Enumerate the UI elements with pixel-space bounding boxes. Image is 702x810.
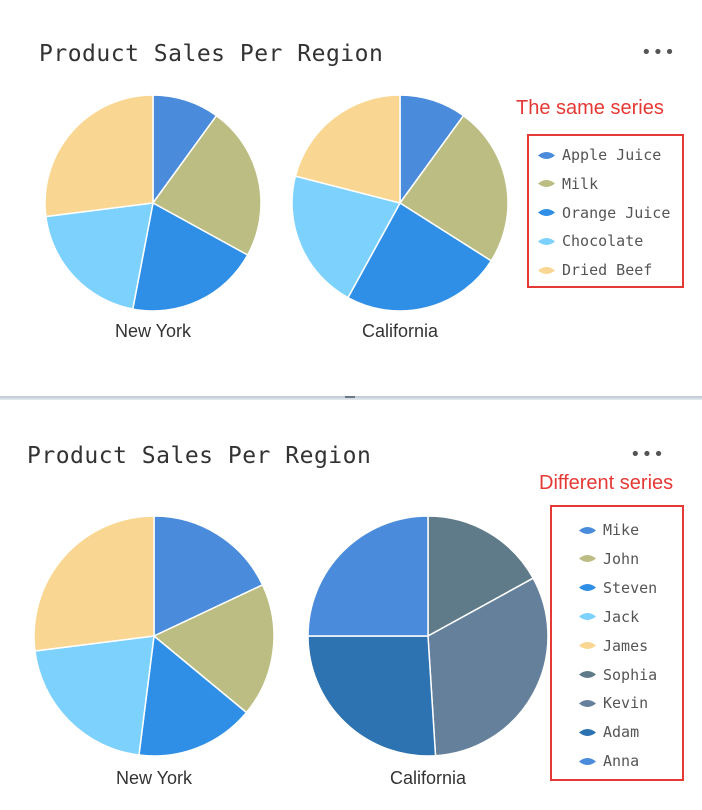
pie-charts: New York California bbox=[33, 515, 549, 788]
legend-item-dried-beef[interactable]: Dried Beef bbox=[538, 261, 652, 279]
pie-slice-new-york-jack[interactable] bbox=[34, 635, 155, 756]
pie-charts: New York California bbox=[44, 94, 509, 341]
legend-label: Kevin bbox=[603, 694, 649, 713]
pie-slice-new-york-john[interactable] bbox=[152, 583, 275, 714]
legend-item-mike[interactable]: Mike bbox=[579, 521, 639, 539]
pie-slice-california-sophia[interactable] bbox=[427, 515, 535, 638]
legend-label: Sophia bbox=[603, 665, 658, 684]
legend-label: Mike bbox=[603, 521, 640, 539]
legend-item-steven[interactable]: Steven bbox=[579, 579, 657, 597]
annotation-label: The same series bbox=[516, 97, 664, 119]
more-options-icon[interactable]: ••• bbox=[641, 42, 676, 63]
pie-label-new-york: New York bbox=[116, 768, 193, 788]
legend-marker-icon bbox=[538, 266, 555, 275]
pie-slice-new-york-mike[interactable] bbox=[153, 515, 264, 638]
legend-marker-icon bbox=[538, 237, 555, 246]
pie-slice-new-york-dried-beef[interactable] bbox=[44, 94, 154, 218]
legend-item-anna[interactable]: Anna bbox=[579, 752, 639, 770]
chart-title: Product Sales Per Region bbox=[27, 443, 372, 469]
pie-slice-california-adam[interactable] bbox=[307, 635, 437, 757]
legend-item-orange-juice[interactable]: Orange Juice bbox=[538, 204, 670, 222]
chart-title: Product Sales Per Region bbox=[39, 41, 384, 67]
legend-label: Dried Beef bbox=[562, 261, 653, 280]
pie-slice-california-milk[interactable] bbox=[398, 114, 509, 262]
legend-marker-icon bbox=[579, 670, 596, 679]
legend-marker-icon bbox=[579, 757, 596, 766]
legend-item-adam[interactable]: Adam bbox=[579, 723, 639, 741]
pie-slice-new-york-steven[interactable] bbox=[138, 634, 248, 757]
legend-marker-icon bbox=[579, 699, 596, 708]
legend-item-apple-juice[interactable]: Apple Juice bbox=[538, 146, 661, 164]
legend-item-chocolate[interactable]: Chocolate bbox=[538, 232, 643, 250]
legend-label: Orange Juice bbox=[562, 203, 671, 222]
legend-item-jack[interactable]: Jack bbox=[579, 608, 639, 626]
legend-item-milk[interactable]: Milk bbox=[538, 175, 598, 193]
pie-slice-new-york-orange-juice[interactable] bbox=[131, 201, 249, 312]
divider-handle-icon bbox=[345, 396, 355, 398]
legend-marker-icon bbox=[579, 641, 596, 650]
more-options-icon[interactable]: ••• bbox=[630, 444, 665, 465]
pie-slice-new-york-james[interactable] bbox=[33, 515, 155, 652]
legend-label: Milk bbox=[562, 174, 599, 193]
pie-label-california: California bbox=[390, 768, 467, 788]
legend-item-james[interactable]: James bbox=[579, 637, 648, 655]
pie-slice-california-dried-beef[interactable] bbox=[294, 94, 401, 204]
legend-label: Chocolate bbox=[562, 232, 644, 251]
pie-slice-california-orange-juice[interactable] bbox=[346, 201, 493, 312]
legend-marker-icon bbox=[538, 208, 555, 217]
legend-label: James bbox=[603, 636, 649, 655]
legend-label: John bbox=[603, 549, 640, 568]
legend-label: Steven bbox=[603, 578, 658, 597]
legend-marker-icon bbox=[579, 728, 596, 737]
panel-divider bbox=[0, 396, 702, 400]
legend-marker-icon bbox=[579, 554, 596, 563]
chart-panel-same-series: Product Sales Per Region ••• New York Cal… bbox=[0, 0, 702, 396]
legend-marker-icon bbox=[579, 583, 596, 592]
pie-label-california: California bbox=[362, 321, 439, 341]
legend-marker-icon bbox=[538, 151, 555, 160]
pie-slice-new-york-milk[interactable] bbox=[151, 114, 262, 257]
annotation-label: Different series bbox=[539, 472, 674, 494]
legend: Apple Juice Milk Orange Juice Chocolate Drie… bbox=[527, 134, 684, 288]
legend-item-john[interactable]: John bbox=[579, 550, 639, 568]
legend-label: Jack bbox=[603, 607, 640, 626]
legend-item-kevin[interactable]: Kevin bbox=[579, 694, 648, 712]
legend-item-sophia[interactable]: Sophia bbox=[579, 666, 657, 684]
legend-marker-icon bbox=[579, 612, 596, 621]
legend-marker-icon bbox=[579, 526, 596, 535]
chart-panel-different-series: Product Sales Per Region ••• New York Cal… bbox=[0, 400, 702, 810]
pie-label-new-york: New York bbox=[115, 321, 192, 341]
legend-label: Apple Juice bbox=[562, 146, 662, 164]
pie-slice-new-york-chocolate[interactable] bbox=[45, 202, 154, 310]
legend-label: Anna bbox=[603, 752, 640, 771]
pie-slice-california-anna[interactable] bbox=[307, 515, 429, 637]
legend-marker-icon bbox=[538, 179, 555, 188]
legend-label: Adam bbox=[603, 723, 640, 742]
pie-slice-california-kevin[interactable] bbox=[427, 577, 549, 757]
pie-slice-california-chocolate[interactable] bbox=[291, 175, 402, 299]
legend: Mike John Steven Jack James Sophia Kevin Adam An… bbox=[550, 505, 684, 781]
